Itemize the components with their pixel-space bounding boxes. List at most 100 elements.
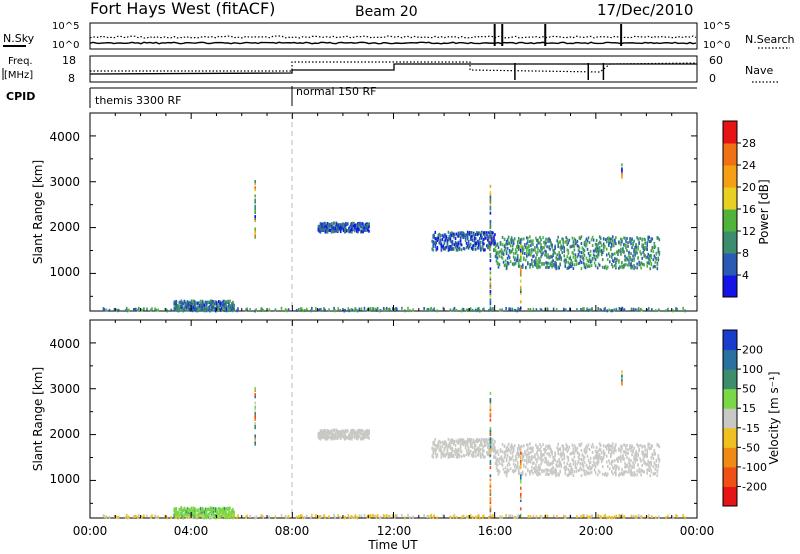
velocity-echo xyxy=(489,466,492,470)
cpid-segment-normal: normal 150 RF xyxy=(296,85,377,98)
velocity-echo xyxy=(535,515,538,519)
velocity-echo xyxy=(310,516,312,520)
velocity-echo xyxy=(188,508,191,512)
velocity-echo xyxy=(516,466,519,470)
power-echo xyxy=(324,222,327,226)
power-echo xyxy=(457,233,460,237)
power-echo xyxy=(440,248,443,252)
velocity-echo xyxy=(174,507,177,511)
velocity-echo xyxy=(525,472,527,476)
power-echo xyxy=(357,222,359,226)
power-echo xyxy=(432,240,435,244)
power-echo xyxy=(492,307,494,311)
velocity-echo xyxy=(596,460,599,464)
power-echo xyxy=(643,248,645,252)
power-echo xyxy=(482,240,484,244)
velocity-echo xyxy=(497,452,500,456)
velocity-echo xyxy=(492,448,494,452)
power-echo xyxy=(519,259,522,263)
power-echo xyxy=(227,299,229,303)
velocity-echo xyxy=(513,444,516,448)
power-echo xyxy=(513,262,516,266)
power-echo xyxy=(545,252,547,256)
velocity-echo xyxy=(341,429,344,433)
power-echo xyxy=(295,308,298,312)
power-echo xyxy=(530,263,532,267)
velocity-echo xyxy=(552,471,554,475)
velocity-echo xyxy=(432,447,435,451)
power-echo xyxy=(108,308,111,312)
velocity-echo xyxy=(591,442,594,446)
velocity-echo xyxy=(526,454,528,458)
power-echo xyxy=(484,236,486,240)
velocity-echo xyxy=(617,457,619,461)
velocity-echo xyxy=(633,446,635,450)
velocity-echo xyxy=(654,463,657,467)
power-echo xyxy=(479,240,482,244)
power-echo xyxy=(284,308,287,312)
velocity-echo xyxy=(582,458,585,462)
power-echo xyxy=(595,246,598,250)
power-echo xyxy=(611,237,613,241)
noise-traces xyxy=(89,24,697,46)
power-echo xyxy=(489,246,492,250)
velocity-echo xyxy=(511,451,514,455)
power-echo xyxy=(583,253,586,257)
velocity-echo xyxy=(530,470,532,474)
velocity-echo xyxy=(505,449,508,453)
velocity-echo xyxy=(643,455,645,459)
power-echo xyxy=(641,262,643,266)
velocity-echo xyxy=(682,513,684,517)
freq-panel: Freq. [MHz] 18 8 60 0 Nave xyxy=(2,54,780,85)
power-echo xyxy=(192,307,195,311)
power-echo xyxy=(166,309,168,313)
power-echo xyxy=(467,244,470,248)
velocity-echo xyxy=(423,513,425,517)
velocity-echo xyxy=(621,370,623,374)
velocity-echo xyxy=(576,462,579,466)
power-echo xyxy=(426,307,428,311)
velocity-echo xyxy=(501,459,504,463)
velocity-echo xyxy=(466,516,469,520)
power-echo xyxy=(189,301,192,305)
power-echo xyxy=(586,265,589,269)
power-echo xyxy=(184,302,187,306)
velocity-echo xyxy=(461,438,464,442)
power-echo xyxy=(434,240,437,244)
power-echo xyxy=(491,234,493,238)
velocity-echo xyxy=(545,444,547,448)
velocity-echo xyxy=(216,513,219,517)
power-echo xyxy=(471,308,474,312)
velocity-echo xyxy=(602,456,605,460)
velocity-echo xyxy=(531,457,533,461)
power-echo xyxy=(135,307,137,311)
velocity-echo xyxy=(593,456,596,460)
power-echo xyxy=(564,240,567,244)
velocity-echo xyxy=(519,445,522,449)
velocity-echo xyxy=(528,456,530,460)
power-echo xyxy=(574,256,577,260)
power-echo xyxy=(516,256,519,260)
velocity-echo xyxy=(581,461,584,465)
power-echo xyxy=(137,308,139,312)
power-echo xyxy=(447,246,450,250)
noise-tick-left-bottom: 10^0 xyxy=(52,40,79,51)
power-echo xyxy=(641,256,643,260)
power-echo xyxy=(339,223,342,227)
power-echo xyxy=(581,246,584,250)
velocity-echo xyxy=(614,459,616,463)
velocity-echo xyxy=(622,457,624,461)
velocity-echo xyxy=(568,472,571,476)
velocity-echo xyxy=(367,430,369,434)
velocity-echo xyxy=(231,514,233,518)
power-echo xyxy=(588,241,591,245)
power-echo xyxy=(539,260,541,264)
power-echo xyxy=(349,224,352,228)
power-echo xyxy=(319,225,322,229)
velocity-echo xyxy=(499,515,501,519)
power-echo xyxy=(582,248,585,252)
power-echo xyxy=(608,308,611,312)
velocity-echo xyxy=(633,465,635,469)
power-echo xyxy=(231,305,233,309)
power-echo xyxy=(479,245,482,249)
